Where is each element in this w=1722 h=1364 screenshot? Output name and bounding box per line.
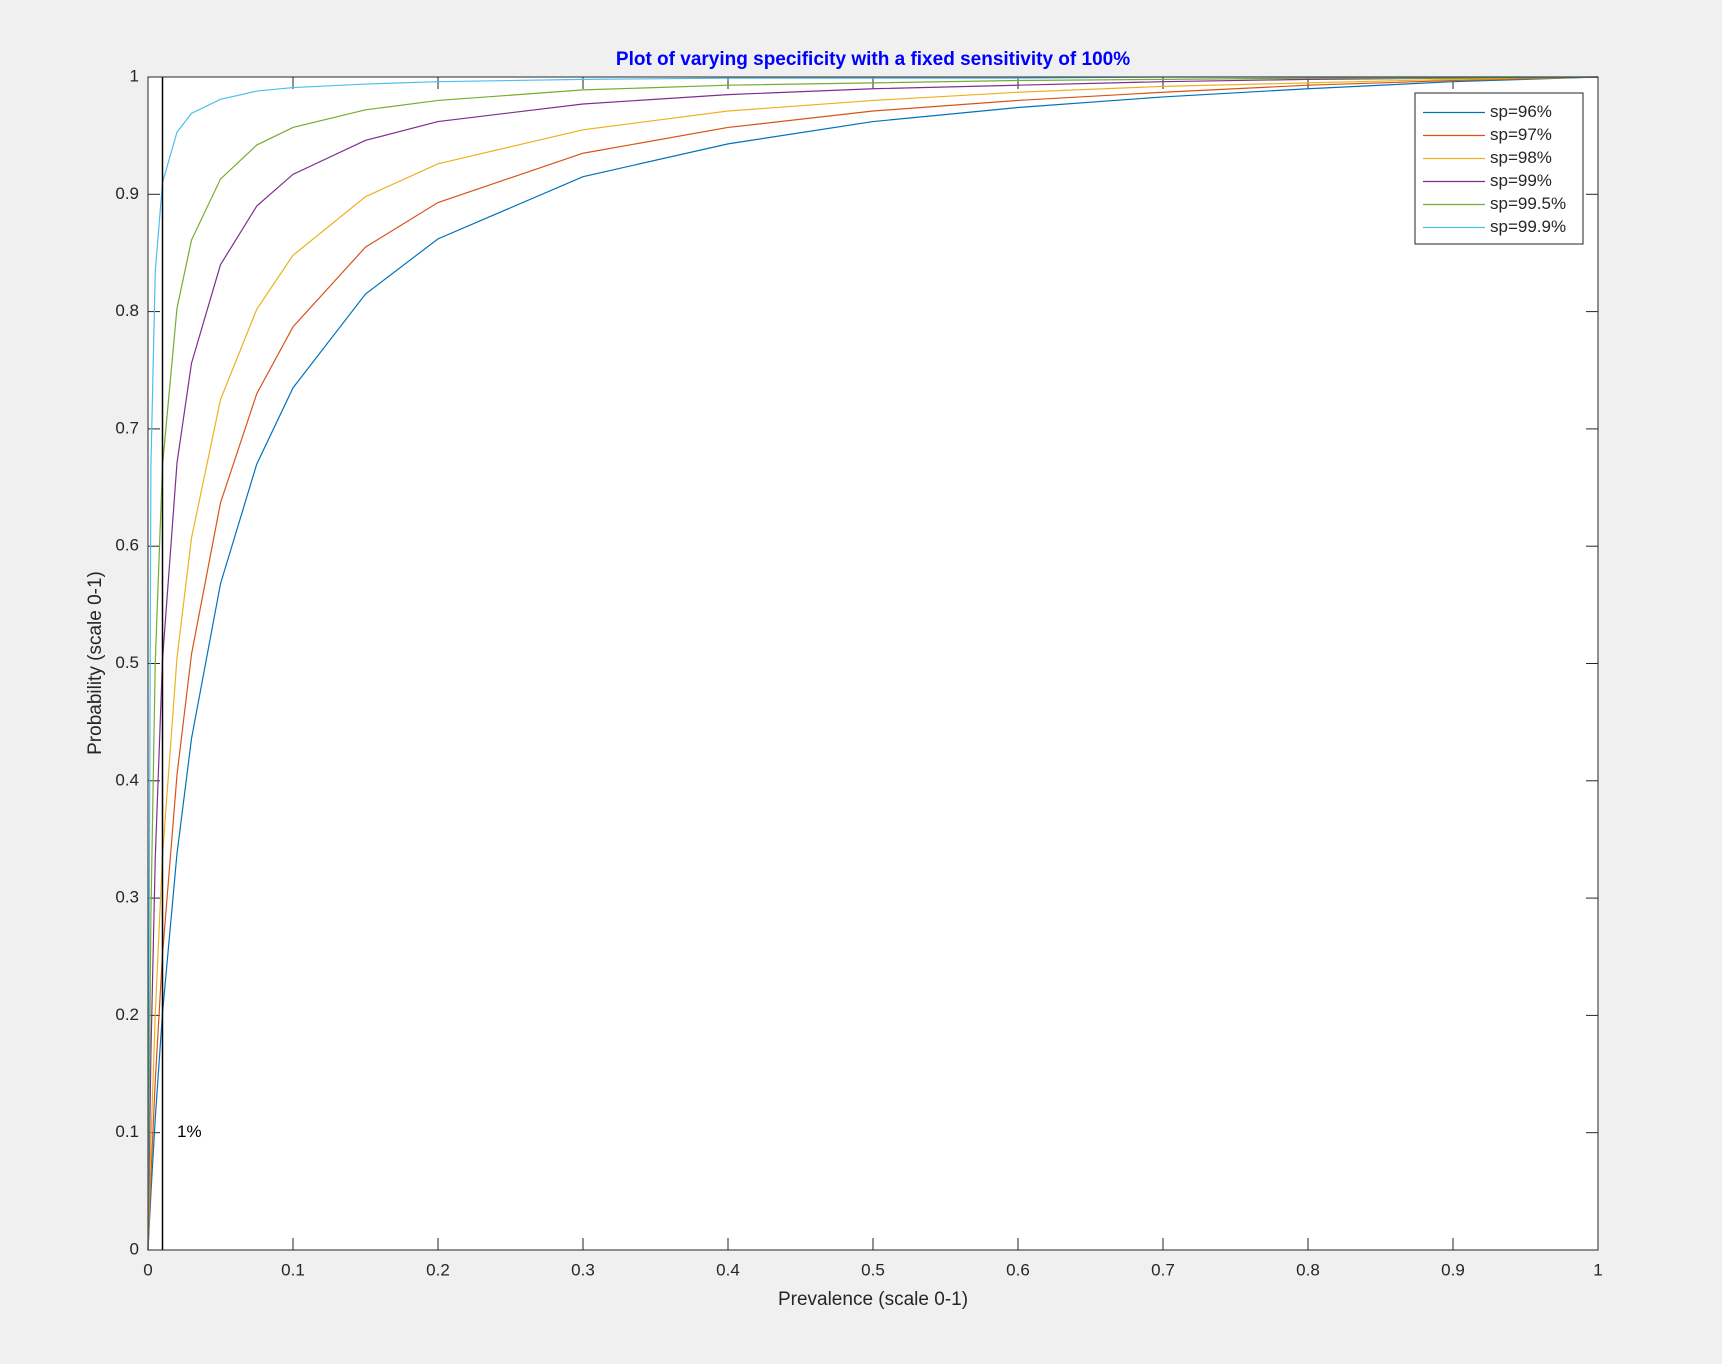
- y-tick-label: 0.8: [115, 301, 139, 320]
- x-tick-label: 0.6: [1006, 1260, 1030, 1279]
- legend-label: sp=96%: [1490, 102, 1552, 121]
- y-tick-label: 0.3: [115, 888, 139, 907]
- legend-label: sp=97%: [1490, 125, 1552, 144]
- y-tick-label: 0.1: [115, 1122, 139, 1141]
- y-tick-label: 0.4: [115, 770, 139, 789]
- y-axis-label: Probability (scale 0-1): [85, 571, 106, 755]
- y-tick-label: 0.7: [115, 418, 139, 437]
- x-tick-label: 0.7: [1151, 1260, 1175, 1279]
- legend-label: sp=99.9%: [1490, 217, 1566, 236]
- annotation: 1%: [177, 1122, 202, 1141]
- x-tick-label: 0.1: [281, 1260, 305, 1279]
- x-tick-label: 0: [143, 1260, 152, 1279]
- x-tick-label: 0.3: [571, 1260, 595, 1279]
- y-tick-label: 0.5: [115, 653, 139, 672]
- y-tick-label: 0.6: [115, 536, 139, 555]
- y-tick-label: 0.2: [115, 1005, 139, 1024]
- x-tick-label: 0.8: [1296, 1260, 1320, 1279]
- legend-label: sp=99%: [1490, 171, 1552, 190]
- axes-box: [147, 76, 1599, 1251]
- x-tick-label: 1: [1593, 1260, 1602, 1279]
- x-tick-label: 0.4: [716, 1260, 740, 1279]
- legend-label: sp=98%: [1490, 148, 1552, 167]
- legend-label: sp=99.5%: [1490, 194, 1566, 213]
- x-tick-label: 0.2: [426, 1260, 450, 1279]
- y-tick-label: 0: [130, 1239, 139, 1258]
- chart-title: Plot of varying specificity with a fixed…: [616, 49, 1130, 70]
- plot-area: [148, 77, 1598, 1250]
- x-tick-label: 0.9: [1441, 1260, 1465, 1279]
- x-axis-label: Prevalence (scale 0-1): [778, 1289, 968, 1310]
- y-tick-label: 1: [130, 66, 139, 85]
- x-tick-label: 0.5: [861, 1260, 885, 1279]
- y-tick-label: 0.9: [115, 184, 139, 203]
- legend-box: [1414, 92, 1584, 245]
